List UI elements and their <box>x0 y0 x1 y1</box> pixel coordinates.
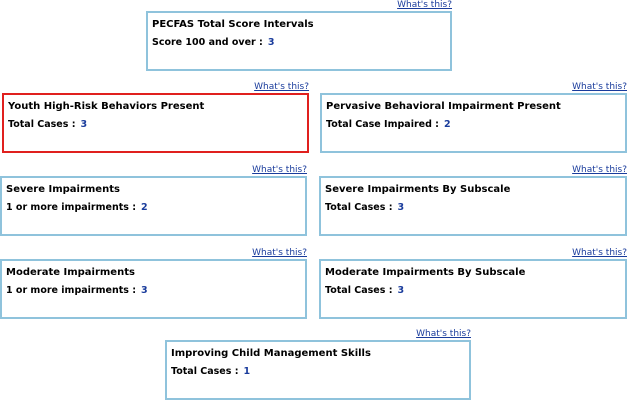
metric-label: 1 or more impairments : <box>6 202 137 213</box>
whats-this-link[interactable]: What's this? <box>252 248 307 258</box>
widget-severe-impairments: What's this? Severe Impairments 1 or mor… <box>0 165 307 236</box>
widget-metric: Total Cases : 1 <box>171 366 250 377</box>
widget-box[interactable]: Moderate Impairments 1 or more impairmen… <box>0 259 307 319</box>
widget-title: Improving Child Management Skills <box>171 348 371 359</box>
widget-pervasive-behavioral-impairment: What's this? Pervasive Behavioral Impair… <box>320 82 627 153</box>
widget-title: Moderate Impairments <box>6 267 135 278</box>
metric-label: 1 or more impairments : <box>6 285 137 296</box>
whats-this-link[interactable]: What's this? <box>254 82 309 92</box>
metric-label: Total Case Impaired : <box>326 119 439 130</box>
widget-metric: Total Cases : 3 <box>8 119 87 130</box>
metric-value[interactable]: 3 <box>397 285 405 296</box>
widget-box[interactable]: Youth High-Risk Behaviors Present Total … <box>2 93 309 153</box>
widget-metric: Total Cases : 3 <box>325 285 404 296</box>
whats-this-link[interactable]: What's this? <box>397 0 452 10</box>
metric-value[interactable]: 1 <box>243 366 251 377</box>
metric-value[interactable]: 3 <box>80 119 88 130</box>
whats-this-link[interactable]: What's this? <box>416 329 471 339</box>
whats-this-link[interactable]: What's this? <box>252 165 307 175</box>
whats-this-link[interactable]: What's this? <box>572 165 627 175</box>
widget-metric: Score 100 and over : 3 <box>152 37 274 48</box>
widget-box[interactable]: PECFAS Total Score Intervals Score 100 a… <box>146 11 452 71</box>
widget-title: Pervasive Behavioral Impairment Present <box>326 101 561 112</box>
metric-value[interactable]: 3 <box>267 37 275 48</box>
widget-metric: Total Cases : 3 <box>325 202 404 213</box>
metric-label: Total Cases : <box>8 119 76 130</box>
metric-value[interactable]: 3 <box>397 202 405 213</box>
widget-box[interactable]: Improving Child Management Skills Total … <box>165 340 471 400</box>
widget-title: Severe Impairments <box>6 184 120 195</box>
metric-value[interactable]: 2 <box>141 202 148 213</box>
widget-box[interactable]: Severe Impairments By Subscale Total Cas… <box>319 176 627 236</box>
metric-label: Score 100 and over : <box>152 37 263 48</box>
metric-value[interactable]: 2 <box>443 119 451 130</box>
widget-severe-impairments-by-subscale: What's this? Severe Impairments By Subsc… <box>319 165 627 236</box>
metric-value[interactable]: 3 <box>141 285 148 296</box>
metric-label: Total Cases : <box>325 285 393 296</box>
widget-box[interactable]: Pervasive Behavioral Impairment Present … <box>320 93 627 153</box>
widget-metric: Total Case Impaired : 2 <box>326 119 451 130</box>
widget-title: Youth High-Risk Behaviors Present <box>8 101 205 112</box>
widget-pecfas-total-score-intervals: What's this? PECFAS Total Score Interval… <box>146 0 452 71</box>
widget-youth-high-risk-behaviors: What's this? Youth High-Risk Behaviors P… <box>2 82 309 153</box>
widget-title: PECFAS Total Score Intervals <box>152 19 314 30</box>
whats-this-link[interactable]: What's this? <box>572 82 627 92</box>
metric-label: Total Cases : <box>171 366 239 377</box>
widget-moderate-impairments-by-subscale: What's this? Moderate Impairments By Sub… <box>319 248 627 319</box>
widget-improving-child-management-skills: What's this? Improving Child Management … <box>165 329 471 400</box>
widget-box[interactable]: Moderate Impairments By Subscale Total C… <box>319 259 627 319</box>
whats-this-link[interactable]: What's this? <box>572 248 627 258</box>
widget-box[interactable]: Severe Impairments 1 or more impairments… <box>0 176 307 236</box>
widget-metric: 1 or more impairments : 2 <box>6 202 148 213</box>
widget-title: Moderate Impairments By Subscale <box>325 267 526 278</box>
widget-title: Severe Impairments By Subscale <box>325 184 511 195</box>
metric-label: Total Cases : <box>325 202 393 213</box>
widget-moderate-impairments: What's this? Moderate Impairments 1 or m… <box>0 248 307 319</box>
widget-metric: 1 or more impairments : 3 <box>6 285 148 296</box>
